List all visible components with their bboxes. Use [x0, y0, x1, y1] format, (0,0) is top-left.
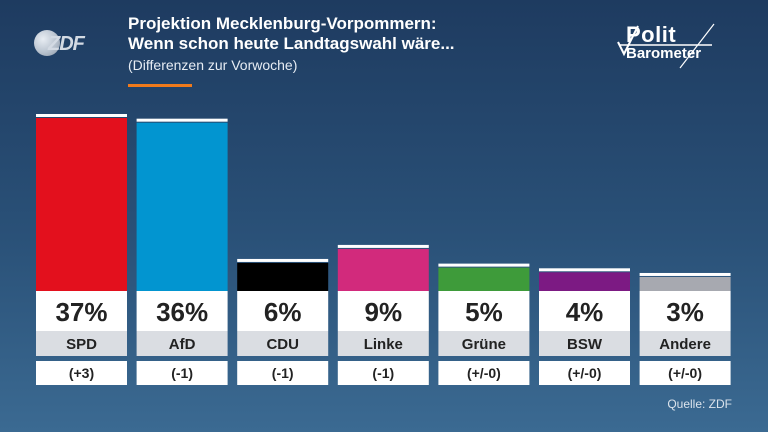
bar-afd: [136, 122, 228, 291]
bar-cap-gr-ne: [438, 263, 530, 267]
chart-title-line-1: Projektion Mecklenburg-Vorpommern:: [128, 14, 437, 33]
politbarometer-check-icon: [617, 23, 715, 69]
bar-spd: [36, 118, 127, 291]
category-label-bsw: BSW: [567, 336, 603, 353]
value-label-bsw: 4%: [566, 297, 604, 327]
value-label-cdu: 6%: [264, 297, 302, 327]
change-label-andere: (+/-0): [668, 365, 702, 381]
title-block: Projektion Mecklenburg-Vorpommern: Wenn …: [128, 14, 455, 75]
zdf-logo-text: ZDF: [48, 33, 85, 55]
category-label-linke: Linke: [364, 336, 403, 353]
change-label-gr-ne: (+/-0): [467, 365, 501, 381]
chart-title-line-2: Wenn schon heute Landtagswahl wäre...: [128, 34, 455, 53]
category-box-gr-ne: [438, 331, 530, 356]
category-label-cdu: CDU: [266, 336, 299, 353]
category-box-andere: [639, 331, 731, 356]
bar-cap-afd: [136, 118, 228, 122]
change-label-afd: (-1): [171, 365, 193, 381]
value-box-linke: [337, 291, 429, 331]
change-box-bsw: [539, 361, 630, 385]
zdf-logo: ZDF: [34, 30, 90, 56]
category-box-afd: [136, 331, 228, 356]
value-label-afd: 36%: [156, 297, 208, 327]
title-accent-line: [128, 84, 192, 87]
category-box-linke: [337, 331, 429, 356]
category-label-gr-ne: Grüne: [462, 336, 506, 353]
bar-gr-ne: [438, 267, 530, 291]
value-box-cdu: [237, 291, 329, 331]
category-box-spd: [36, 331, 127, 356]
value-box-afd: [136, 291, 228, 331]
bar-andere: [639, 276, 731, 291]
bar-cap-cdu: [237, 258, 329, 262]
bar-cap-bsw: [539, 268, 630, 272]
change-label-spd: (+3): [69, 365, 94, 381]
category-box-bsw: [539, 331, 630, 356]
change-box-spd: [36, 361, 127, 385]
value-box-gr-ne: [438, 291, 530, 331]
change-label-linke: (-1): [372, 365, 394, 381]
zdf-logo-disc: [34, 30, 60, 56]
change-box-afd: [136, 361, 228, 385]
category-box-cdu: [237, 331, 329, 356]
politbarometer-logo: Polit Barometer: [610, 20, 722, 70]
bar-cdu: [237, 262, 329, 291]
change-box-andere: [639, 361, 731, 385]
bar-linke: [337, 248, 429, 291]
value-label-andere: 3%: [666, 297, 704, 327]
change-box-gr-ne: [438, 361, 530, 385]
category-label-afd: AfD: [169, 336, 196, 353]
value-box-spd: [36, 291, 127, 331]
category-label-spd: SPD: [66, 336, 97, 353]
bar-bsw: [539, 272, 630, 291]
source-note: Quelle: ZDF: [667, 397, 732, 411]
change-box-cdu: [237, 361, 329, 385]
change-label-bsw: (+/-0): [568, 365, 602, 381]
value-box-bsw: [539, 291, 630, 331]
value-box-andere: [639, 291, 731, 331]
value-label-gr-ne: 5%: [465, 297, 503, 327]
bar-cap-linke: [337, 244, 429, 248]
brand-polit: Polit: [626, 22, 677, 47]
change-label-cdu: (-1): [272, 365, 294, 381]
value-label-spd: 37%: [55, 297, 107, 327]
chart-subtitle: (Differenzen zur Vorwoche): [128, 57, 298, 73]
bar-cap-spd: [36, 114, 127, 117]
change-box-linke: [337, 361, 429, 385]
brand-barometer: Barometer: [626, 45, 702, 62]
category-label-andere: Andere: [659, 336, 711, 353]
value-label-linke: 9%: [365, 297, 403, 327]
bar-cap-andere: [639, 272, 731, 276]
